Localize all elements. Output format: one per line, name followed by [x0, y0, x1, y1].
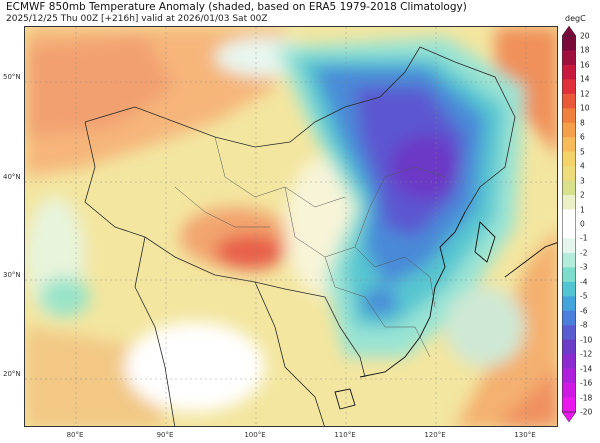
lon-label-130e: 130°E — [514, 431, 536, 439]
map-title: ECMWF 850mb Temperature Anomaly (shaded,… — [6, 1, 467, 13]
anomaly-map-canvas — [25, 27, 557, 426]
lon-label-120e: 120°E — [424, 431, 446, 439]
colorbar-tick-label: -1 — [580, 233, 588, 243]
colorbar-bottom-extend — [562, 411, 576, 422]
colorbar-tick-label: 2 — [580, 190, 585, 200]
colorbar-band — [562, 267, 576, 283]
lat-label-50n: 50°N — [3, 73, 21, 81]
colorbar-tick-label: -6 — [580, 306, 588, 316]
colorbar-band — [562, 397, 576, 413]
colorbar-band — [562, 93, 576, 109]
colorbar-tick-label: 14 — [580, 74, 590, 84]
colorbar-band — [562, 151, 576, 167]
colorbar-top-extend — [562, 26, 576, 37]
coastline — [334, 211, 557, 410]
colorbar-tick-label: -14 — [580, 364, 593, 374]
colorbar-tick-label: 1 — [580, 205, 585, 215]
colorbar-band — [562, 108, 576, 124]
country-borders — [84, 46, 516, 426]
colorbar-tick-label: 0 — [580, 219, 585, 229]
colorbar-tick-label: -4 — [580, 277, 588, 287]
lon-label-80e: 80°E — [66, 431, 84, 439]
graticule — [25, 27, 557, 426]
colorbar-tick-label: 16 — [580, 60, 590, 70]
colorbar-tick-label: 3 — [580, 176, 585, 186]
colorbar-band — [562, 64, 576, 80]
colorbar-unit: degC — [565, 14, 586, 23]
lon-label-90e: 90°E — [156, 431, 174, 439]
colorbar-band — [562, 166, 576, 181]
colorbar-band — [562, 325, 576, 340]
anomaly-map — [24, 26, 558, 427]
colorbar-tick-label: -2 — [580, 248, 588, 258]
colorbar-band — [562, 296, 576, 312]
colorbar-band — [562, 50, 576, 66]
colorbar-bands — [562, 26, 576, 422]
colorbar-tick-label: 4 — [580, 161, 585, 171]
colorbar-band — [562, 79, 576, 95]
colorbar-band — [562, 238, 576, 254]
colorbar-band — [562, 36, 576, 51]
colorbar-band — [562, 195, 576, 210]
map-valid-time: 2025/12/25 Thu 00Z [+216h] valid at 2026… — [6, 14, 268, 24]
colorbar-tick-label: 18 — [580, 45, 590, 55]
colorbar-band — [562, 137, 576, 152]
colorbar-band — [562, 281, 576, 297]
colorbar-band — [562, 383, 576, 398]
colorbar-tick-label: 20 — [580, 31, 590, 41]
lat-label-20n: 20°N — [3, 370, 21, 378]
lat-label-40n: 40°N — [3, 173, 21, 181]
colorbar-tick-label: 8 — [580, 118, 585, 128]
colorbar-tick-label: 6 — [580, 132, 585, 142]
colorbar-band — [562, 224, 576, 239]
colorbar-tick-label: -8 — [580, 320, 588, 330]
lon-label-110e: 110°E — [334, 431, 356, 439]
colorbar-tick-label: -16 — [580, 378, 593, 388]
province-borders — [174, 136, 446, 358]
colorbar-tick-label: -3 — [580, 262, 588, 272]
colorbar-band — [562, 209, 576, 225]
colorbar-outline — [562, 35, 576, 413]
colorbar-band — [562, 122, 576, 138]
lat-label-30n: 30°N — [3, 271, 21, 279]
colorbar-tick-label: 5 — [580, 147, 585, 157]
map-header: ECMWF 850mb Temperature Anomaly (shaded,… — [6, 1, 566, 25]
anomaly-shading — [25, 27, 557, 426]
colorbar-tick-label: -5 — [580, 291, 588, 301]
colorbar-tick-label: -12 — [580, 349, 593, 359]
colorbar-band — [562, 354, 576, 369]
colorbar-tick-label: -18 — [580, 393, 593, 403]
colorbar-tick-label: -10 — [580, 335, 593, 345]
colorbar-band — [562, 310, 576, 326]
colorbar-tick-label: 10 — [580, 103, 590, 113]
colorbar — [562, 26, 576, 422]
colorbar-band — [562, 368, 576, 384]
lon-label-100e: 100°E — [244, 431, 266, 439]
colorbar-tick-label: -20 — [580, 407, 593, 417]
colorbar-band — [562, 339, 576, 355]
colorbar-band — [562, 252, 576, 268]
colorbar-band — [562, 180, 576, 196]
colorbar-tick-label: 12 — [580, 89, 590, 99]
